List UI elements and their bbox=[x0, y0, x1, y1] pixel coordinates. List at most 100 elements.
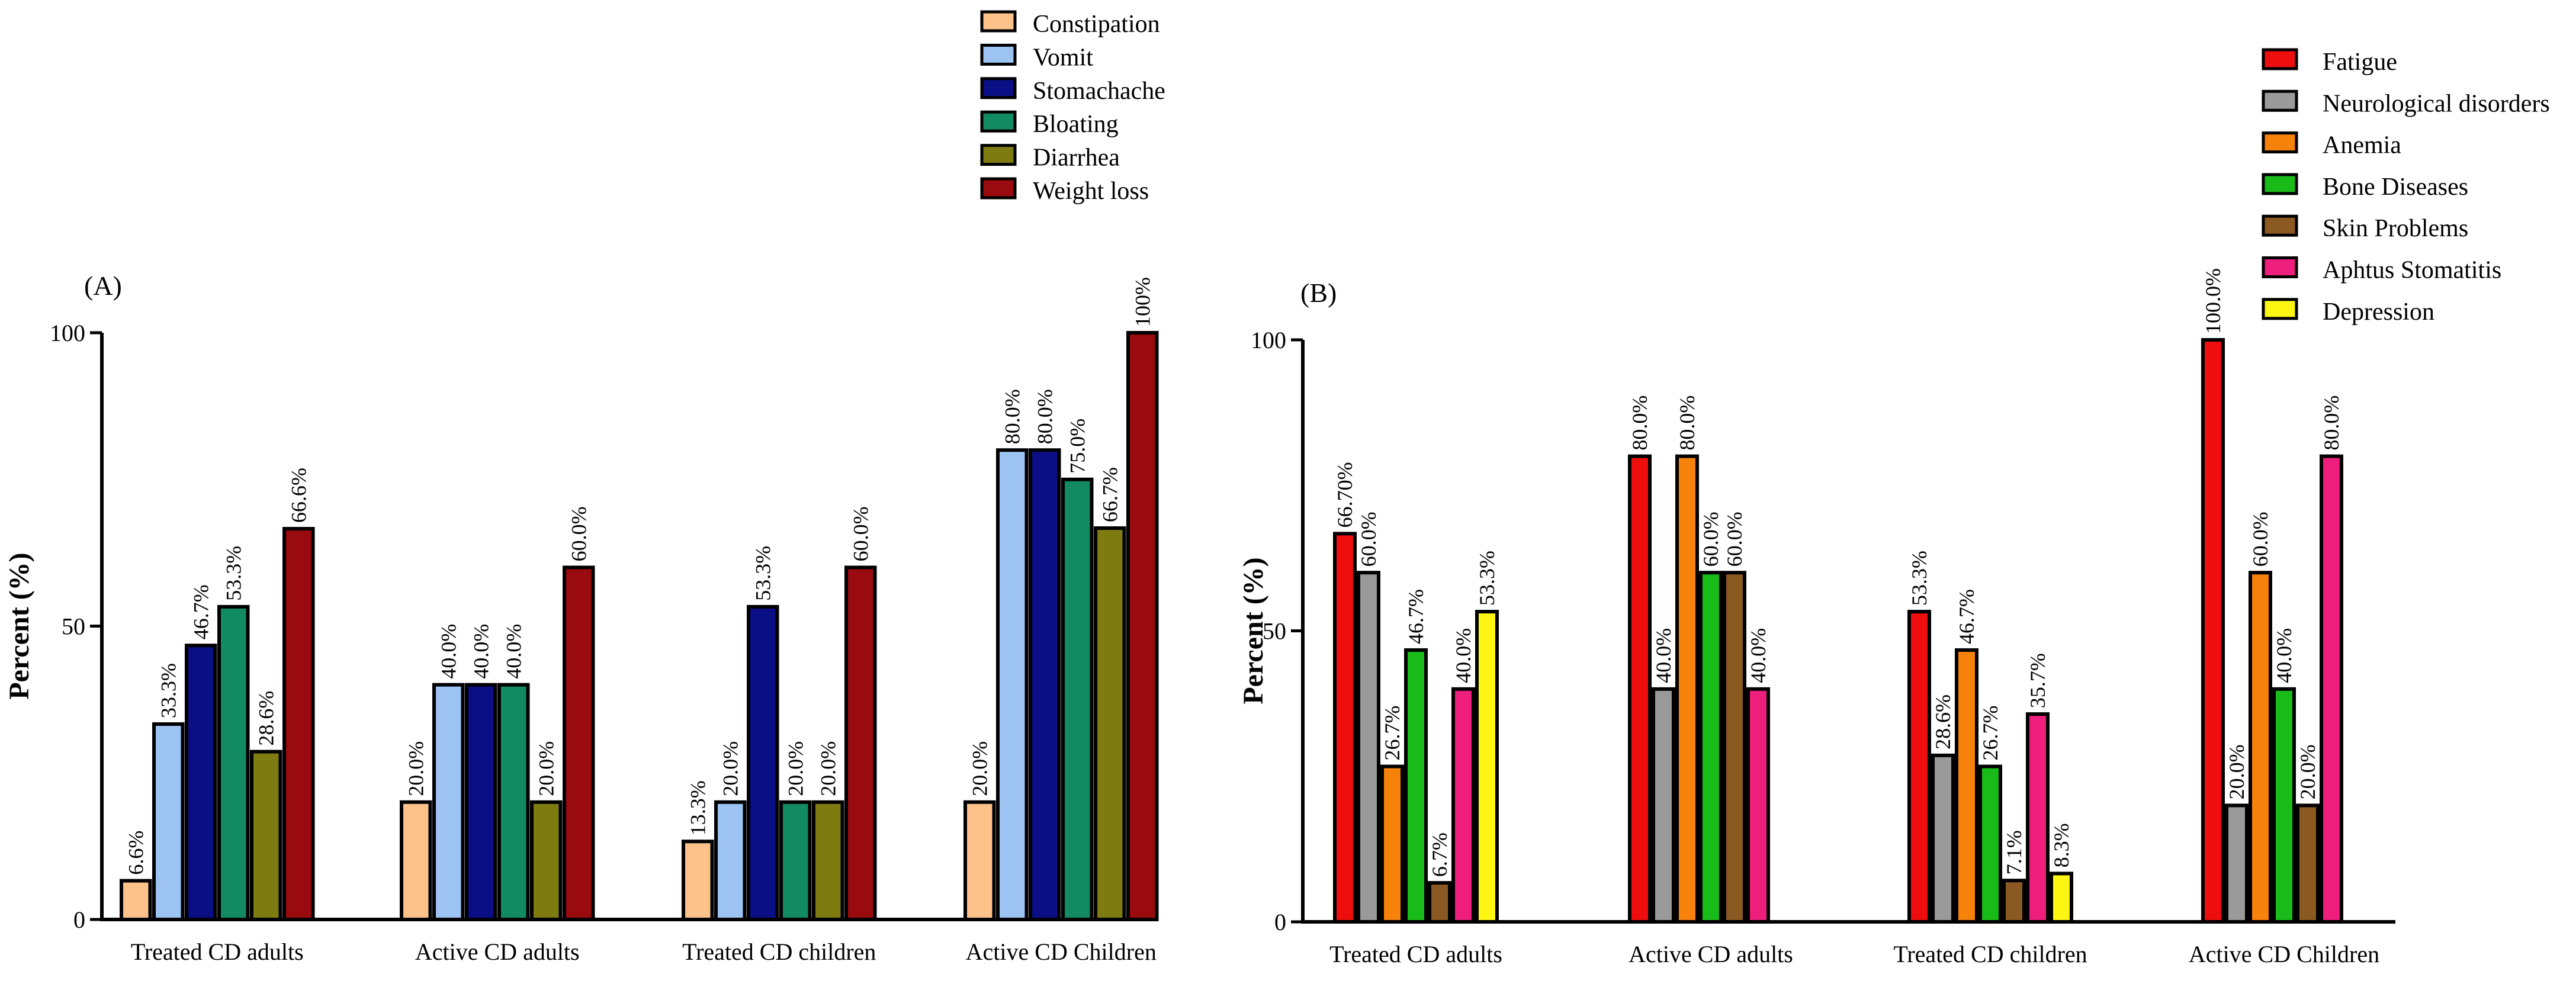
panel-a-bar bbox=[432, 683, 465, 921]
panel-a-bar bbox=[747, 604, 779, 921]
panel-b-legend-swatch bbox=[2262, 89, 2298, 112]
panel-b-data-label: 60.0% bbox=[1699, 512, 1723, 567]
panel-b-bar bbox=[1675, 454, 1699, 924]
panel-a-data-label: 66.7% bbox=[1098, 467, 1122, 522]
panel-b-data-label: 20.0% bbox=[2296, 744, 2320, 799]
panel-b-data-label: 80.0% bbox=[1675, 395, 1699, 451]
panel-a-data-label: 20.0% bbox=[718, 741, 742, 796]
panel-a-data-label: 66.6% bbox=[287, 468, 310, 523]
panel-b-data-label: 53.3% bbox=[1475, 551, 1499, 606]
panel-b-legend-swatch bbox=[2262, 298, 2298, 320]
panel-a-data-label: 20.0% bbox=[534, 741, 558, 796]
panel-a-bar bbox=[1061, 477, 1094, 921]
panel-a-category-label: Treated CD adults bbox=[131, 938, 304, 965]
panel-b-bar bbox=[1955, 648, 1978, 924]
panel-b-data-label: 8.3% bbox=[2050, 823, 2073, 867]
panel-a-category-label: Active CD Children bbox=[966, 938, 1157, 965]
panel-b-data-label: 20.0% bbox=[2225, 744, 2249, 799]
panel-b-data-label: 80.0% bbox=[1628, 395, 1652, 451]
panel-b-legend-swatch bbox=[2262, 214, 2298, 237]
panel-b-bar bbox=[2272, 687, 2296, 924]
panel-b-bar bbox=[1699, 571, 1723, 924]
panel-a-bar bbox=[217, 604, 250, 921]
panel-b-data-label: 35.7% bbox=[2026, 653, 2050, 708]
panel-a-bar bbox=[497, 683, 530, 921]
panel-a-data-label: 80.0% bbox=[1000, 389, 1024, 444]
panel-a-data-label: 75.0% bbox=[1065, 419, 1089, 474]
panel-b-legend-label: Neurological disorders bbox=[2323, 90, 2550, 117]
panel-a-bar bbox=[563, 565, 595, 921]
panel-b-data-label: 46.7% bbox=[1404, 589, 1428, 644]
panel-b-bar bbox=[1628, 454, 1652, 924]
panel-a-bar bbox=[465, 683, 497, 921]
panel-a-data-label: 20.0% bbox=[404, 741, 428, 796]
panel-b-bar bbox=[1907, 610, 1931, 924]
panel-a-panel-label: (A) bbox=[84, 271, 122, 301]
panel-b-bar bbox=[2026, 712, 2050, 924]
panel-a-data-label: 40.0% bbox=[436, 624, 460, 679]
panel-a-bar bbox=[1029, 448, 1061, 921]
panel-a-data-label: 46.7% bbox=[189, 584, 213, 639]
panel-b-legend-label: Skin Problems bbox=[2323, 215, 2468, 242]
panel-b-data-label: 46.7% bbox=[1955, 589, 1978, 644]
panel-b-data-label: 60.0% bbox=[1357, 512, 1380, 567]
panel-b-legend-label: Fatigue bbox=[2323, 49, 2397, 76]
panel-a-category-label: Active CD adults bbox=[415, 938, 580, 965]
panel-b-category-label: Treated CD adults bbox=[1329, 941, 1502, 967]
panel-b-bar bbox=[2320, 454, 2343, 924]
panel-b-category-label: Active CD adults bbox=[1629, 941, 1793, 967]
panel-a-bar bbox=[250, 750, 282, 921]
panel-a-bar bbox=[779, 800, 812, 922]
panel-b-bar bbox=[2296, 803, 2320, 924]
panel-a-data-label: 100% bbox=[1130, 277, 1154, 327]
panel-a-chart: (A) Percent (%) 0 50 100 6.6% 20.0% 13.3% 20.0% 3… bbox=[4, 10, 1165, 965]
panel-b-y-tick-label: 100 bbox=[1251, 327, 1286, 353]
panel-b-data-label: 80.0% bbox=[2320, 395, 2343, 451]
panel-a-bar bbox=[812, 800, 844, 922]
panel-b-data-label: 53.3% bbox=[1907, 551, 1931, 606]
panel-b-legend-swatch bbox=[2262, 48, 2298, 70]
panel-a-legend-swatch bbox=[980, 43, 1017, 66]
panel-a-y-tick-label: 0 bbox=[73, 906, 85, 933]
panel-a-legend-swatch bbox=[980, 144, 1017, 166]
panel-b-bar bbox=[1652, 687, 1675, 924]
panel-a-bar bbox=[714, 800, 747, 922]
panel-a-data-label: 20.0% bbox=[783, 741, 807, 796]
panel-b-data-label: 7.1% bbox=[2002, 830, 2026, 874]
panel-b-category-label: Treated CD children bbox=[1893, 941, 2087, 967]
panel-a-data-label: 80.0% bbox=[1033, 389, 1056, 444]
panel-a-data-label: 53.3% bbox=[221, 546, 245, 601]
panel-b-category-label: Active CD Children bbox=[2189, 941, 2379, 967]
panel-a-bar bbox=[152, 722, 185, 921]
panel-b-bar bbox=[1746, 687, 1770, 924]
panel-b-bar bbox=[2201, 338, 2225, 924]
panel-b-y-tick-label: 0 bbox=[1274, 909, 1286, 935]
panel-a-category-label: Treated CD children bbox=[682, 938, 876, 965]
panel-b-legend-swatch bbox=[2262, 173, 2298, 195]
panel-b-data-label: 66.70% bbox=[1333, 462, 1357, 528]
panel-a-bar bbox=[844, 565, 877, 921]
panel-b-panel-label: (B) bbox=[1300, 278, 1337, 308]
panel-b-data-label: 60.0% bbox=[1723, 512, 1746, 567]
panel-a-data-label: 40.0% bbox=[502, 624, 525, 679]
panel-a-legend-label: Constipation bbox=[1033, 11, 1160, 38]
panel-b-legend-label: Bone Diseases bbox=[2323, 173, 2468, 201]
panel-a-legend-swatch bbox=[980, 110, 1017, 133]
panel-a-legend-label: Stomachache bbox=[1033, 78, 1165, 105]
panel-b-bar bbox=[1931, 753, 1955, 924]
panel-a-legend-label: Bloating bbox=[1033, 111, 1119, 138]
panel-b-bar bbox=[1428, 881, 1451, 924]
panel-a-bar bbox=[185, 644, 217, 921]
panel-b-data-label: 60.0% bbox=[2249, 512, 2272, 567]
panel-b-data-label: 28.6% bbox=[1931, 694, 1955, 750]
panel-b-legend-label: Aphtus Stomatitis bbox=[2323, 257, 2501, 284]
panel-b-data-label: 40.0% bbox=[1451, 628, 1475, 683]
panel-a-legend-swatch bbox=[980, 177, 1017, 200]
panel-a-data-label: 60.0% bbox=[567, 506, 590, 561]
panel-b-data-label: 100.0% bbox=[2201, 268, 2225, 334]
panel-a-data-label: 6.6% bbox=[124, 831, 147, 875]
panel-b-bar bbox=[1723, 571, 1746, 924]
panel-a-data-label: 20.0% bbox=[816, 741, 840, 796]
